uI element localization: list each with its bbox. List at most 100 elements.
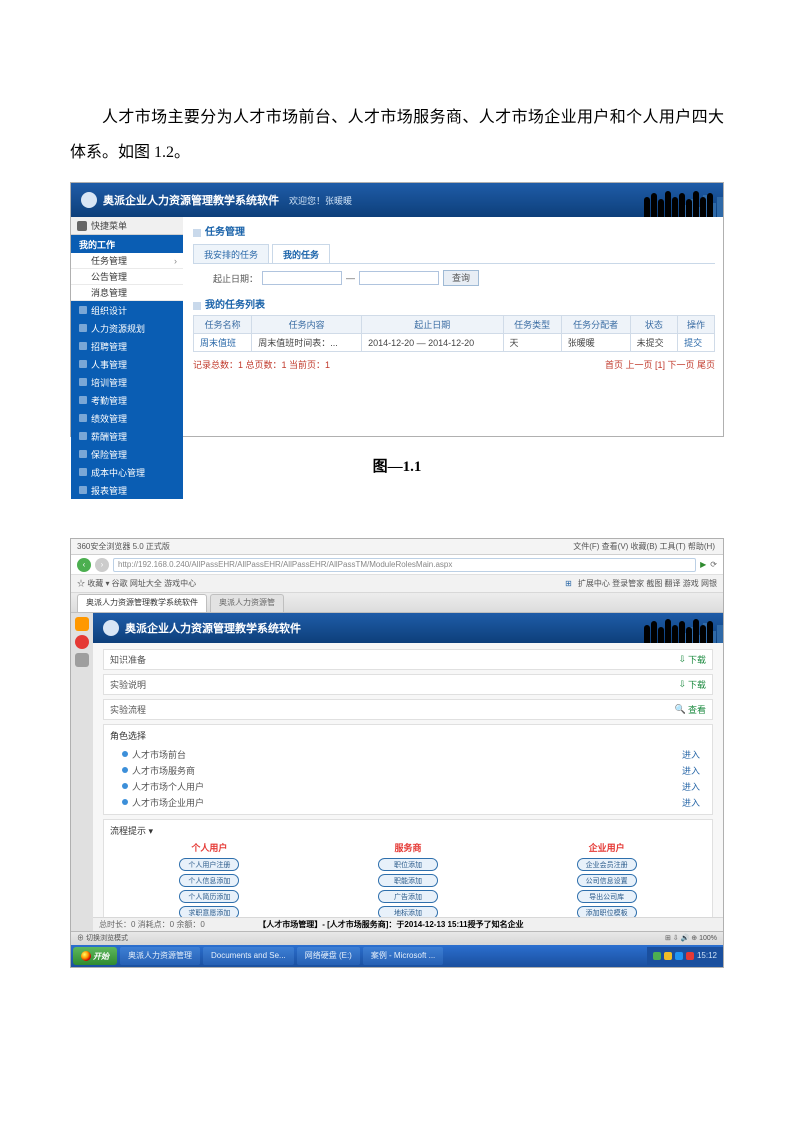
pager-right[interactable]: 首页 上一页 [1] 下一页 尾页 — [605, 358, 715, 371]
sidebar-item-cost[interactable]: 成本中心管理 — [71, 463, 183, 481]
system-tray[interactable]: 15:12 — [647, 947, 723, 965]
flow-node: 公司信息设置 — [577, 874, 637, 887]
sidebar-item-report[interactable]: 报表管理 — [71, 481, 183, 499]
tray-icon[interactable] — [664, 952, 672, 960]
enter-link[interactable]: 进入 — [682, 796, 700, 809]
welcome-text: 欢迎您！张暖暖 — [289, 194, 352, 207]
sidebar-item-org[interactable]: 组织设计 — [71, 301, 183, 319]
th-date: 起止日期 — [362, 316, 503, 334]
tab-mine[interactable]: 我的任务 — [272, 244, 330, 263]
sidebar-sub-label: 公告管理 — [91, 270, 127, 283]
flow-node: 广告添加 — [378, 890, 438, 903]
enter-link[interactable]: 进入 — [682, 764, 700, 777]
tab-arranged[interactable]: 我安排的任务 — [193, 244, 269, 263]
sidebar-item-label: 成本中心管理 — [91, 466, 145, 479]
tray-icon[interactable] — [686, 952, 694, 960]
roles-block: 角色选择 人才市场前台进入 人才市场服务商进入 人才市场个人用户进入 人才市场企… — [103, 724, 713, 815]
start-date-input[interactable] — [262, 271, 342, 285]
sidebar-header: 快捷菜单 — [71, 217, 183, 235]
go-icon[interactable]: ▶ — [700, 560, 706, 569]
sidebar: 快捷菜单 我的工作 任务管理 › 公告管理 消息管理 组织设计 人力资源规划 招聘… — [71, 217, 183, 438]
taskbar-item[interactable]: 案例 - Microsoft ... — [363, 947, 443, 965]
sidebar-header-label: 快捷菜单 — [91, 219, 127, 232]
bullet-icon — [122, 751, 128, 757]
sidebar-item-label: 培训管理 — [91, 376, 127, 389]
tray-icon[interactable] — [675, 952, 683, 960]
sidebar-item-mywork[interactable]: 我的工作 — [71, 235, 183, 253]
td-action[interactable]: 提交 — [678, 334, 715, 352]
sidebar-item-train[interactable]: 培训管理 — [71, 373, 183, 391]
rail-icon[interactable] — [75, 653, 89, 667]
menu-icon — [79, 450, 87, 458]
flow-col-title-service: 服务商 — [319, 841, 498, 854]
menu-icon — [79, 396, 87, 404]
role-label: 人才市场服务商 — [132, 764, 195, 777]
sidebar-item-label: 招聘管理 — [91, 340, 127, 353]
taskbar-item[interactable]: 奥派人力资源管理 — [120, 947, 200, 965]
favorites-area[interactable]: ☆ 收藏 ▾ 谷歌 网址大全 游戏中心 — [77, 579, 196, 588]
app-logo-icon — [103, 620, 119, 636]
download-link[interactable]: ⇩下载 — [678, 653, 706, 666]
menu-icon — [79, 414, 87, 422]
back-icon[interactable]: ‹ — [77, 558, 91, 572]
sidebar-item-label: 组织设计 — [91, 304, 127, 317]
rail-icon[interactable] — [75, 635, 89, 649]
flow-section-title[interactable]: 流程提示 ▾ — [110, 824, 706, 837]
browser-title: 360安全浏览器 5.0 正式版 — [77, 542, 170, 551]
search-button[interactable]: 查询 — [443, 270, 479, 286]
app-title: 奥派企业人力资源管理教学系统软件 — [103, 192, 279, 208]
taskbar-item[interactable]: 网络硬盘 (E:) — [297, 947, 360, 965]
zoom-area[interactable]: ⊞ ⇩ 🔊 ⊕ 100% — [665, 932, 717, 946]
flow-node: 个人用户注册 — [179, 858, 239, 871]
th-name: 任务名称 — [194, 316, 252, 334]
browser-tab-2[interactable]: 奥派人力资源管 — [210, 594, 284, 612]
address-input[interactable]: http://192.168.0.240/AllPassEHR/AllPassE… — [113, 558, 696, 572]
rail-icon[interactable] — [75, 617, 89, 631]
left-rail — [71, 613, 93, 931]
pager: 记录总数：1 总页数：1 当前页：1 首页 上一页 [1] 下一页 尾页 — [193, 358, 715, 371]
sidebar-sub-notice[interactable]: 公告管理 — [71, 269, 183, 285]
flow-node: 求职意愿添加 — [179, 906, 239, 917]
panel-title: 任务管理 — [193, 223, 715, 238]
flow-node: 职能添加 — [378, 874, 438, 887]
sidebar-item-hr[interactable]: 人事管理 — [71, 355, 183, 373]
table-header-row: 任务名称 任务内容 起止日期 任务类型 任务分配者 状态 操作 — [194, 316, 715, 334]
sidebar-item-plan[interactable]: 人力资源规划 — [71, 319, 183, 337]
flow-node: 职位添加 — [378, 858, 438, 871]
list-title: 我的任务列表 — [193, 296, 715, 311]
table-row[interactable]: 周末值班 周末值班时间表：... 2014-12-20 — 2014-12-20… — [194, 334, 715, 352]
sidebar-sub-message[interactable]: 消息管理 — [71, 285, 183, 301]
browser-menu[interactable]: 文件(F) 查看(V) 收藏(B) 工具(T) 帮助(H) — [573, 539, 715, 555]
sidebar-item-label: 保险管理 — [91, 448, 127, 461]
browser-tab-1[interactable]: 奥派人力资源管理教学系统软件 — [77, 594, 207, 612]
browser-titlebar: 360安全浏览器 5.0 正式版 文件(F) 查看(V) 收藏(B) 工具(T)… — [71, 539, 723, 555]
start-button[interactable]: 开始 — [73, 947, 117, 965]
sidebar-item-perf[interactable]: 绩效管理 — [71, 409, 183, 427]
td-status: 未提交 — [630, 334, 678, 352]
taskbar-item[interactable]: Documents and Se... — [203, 947, 294, 965]
ext-center[interactable]: ⊞ — [565, 575, 572, 593]
enter-link[interactable]: 进入 — [682, 748, 700, 761]
sidebar-sub-task[interactable]: 任务管理 › — [71, 253, 183, 269]
chevron-right-icon: › — [174, 256, 177, 266]
sidebar-item-label: 报表管理 — [91, 484, 127, 497]
role-row: 人才市场前台进入 — [110, 746, 706, 762]
sidebar-sub-label: 任务管理 — [91, 254, 127, 267]
enter-link[interactable]: 进入 — [682, 780, 700, 793]
forward-icon[interactable]: › — [95, 558, 109, 572]
tray-icon[interactable] — [653, 952, 661, 960]
reload-icon[interactable]: ⟳ — [710, 560, 717, 569]
td-name[interactable]: 周末值班 — [194, 334, 252, 352]
download-link[interactable]: ⇩下载 — [678, 678, 706, 691]
view-link[interactable]: 🔍查看 — [675, 703, 706, 716]
end-date-input[interactable] — [359, 271, 439, 285]
sidebar-item-insure[interactable]: 保险管理 — [71, 445, 183, 463]
toolbar-ext-text[interactable]: 扩展中心 登录管家 截图 翻译 游戏 网银 — [578, 575, 717, 593]
sidebar-item-salary[interactable]: 薪酬管理 — [71, 427, 183, 445]
browser-tabbar: 奥派人力资源管理教学系统软件 奥派人力资源管 — [71, 593, 723, 613]
sidebar-item-attend[interactable]: 考勤管理 — [71, 391, 183, 409]
status-left: 总时长：0 消耗点：0 余额：0 — [99, 918, 205, 931]
sidebar-item-recruit[interactable]: 招聘管理 — [71, 337, 183, 355]
browser-mode-label[interactable]: 切换浏览模式 — [86, 935, 128, 942]
flow-node: 添加职位模板 — [577, 906, 637, 917]
